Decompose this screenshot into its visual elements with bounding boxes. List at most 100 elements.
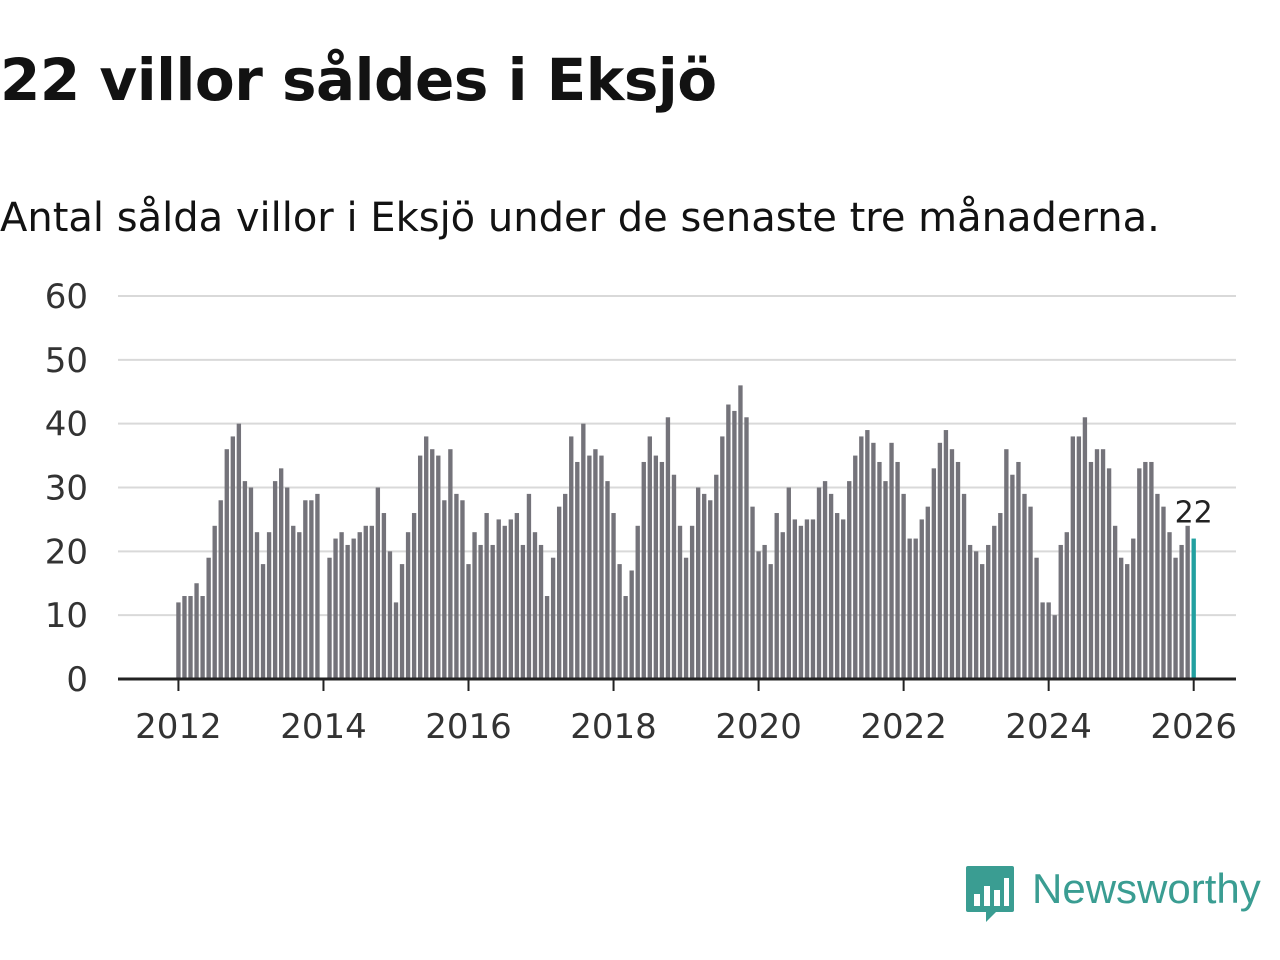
bar [816,487,822,679]
bar [1076,436,1082,679]
bar [466,564,471,679]
bar [744,417,749,679]
bar [242,481,248,679]
bar [1046,602,1051,679]
bar [387,551,393,679]
bar [986,544,991,679]
bar [714,474,719,679]
bar [1119,557,1124,679]
newsworthy-brand: Newsworthy [964,864,1280,928]
data-labels: 22 [1172,493,1216,534]
bar [1094,449,1100,679]
brand-name: Newsworthy [1032,865,1261,912]
bar [303,500,308,679]
bar [919,519,924,679]
bar [792,519,798,679]
page-title: 22 villor såldes i Eksjö [0,46,717,114]
bar [393,602,399,679]
bar [1173,557,1178,679]
y-tick-label: 10 [45,596,88,636]
bar [544,596,550,679]
bar [1167,532,1172,679]
bar [635,525,640,679]
bars [176,385,1196,679]
bar [786,487,791,679]
x-tick-label: 2014 [280,707,367,747]
bar [810,519,816,679]
y-tick-label: 0 [66,660,88,700]
bar [1143,461,1148,679]
x-tick-label: 2022 [860,707,947,747]
bar [448,449,453,679]
bar [1185,525,1190,679]
bar [689,525,695,679]
bar [671,474,677,679]
bar [587,455,592,679]
x-tick-label: 2018 [570,707,657,747]
bar [659,461,665,679]
bar [955,461,961,679]
newsworthy-logo-icon [966,866,1014,922]
bar [1022,493,1027,679]
y-tick-label: 30 [45,469,88,509]
bar [460,500,465,679]
bar [550,557,556,679]
bar [895,461,900,679]
bar [768,564,773,679]
bar [520,544,526,679]
bar-highlight [1191,538,1196,679]
bar [774,513,779,679]
bar [333,538,338,679]
bar [430,449,435,679]
y-tick-label: 50 [45,341,88,381]
bar [967,544,973,679]
bar [514,513,520,679]
bar [194,583,199,679]
bar [677,525,683,679]
bar [1161,506,1166,679]
bar [762,544,767,679]
x-tick-label: 2020 [715,707,802,747]
bar [490,544,495,679]
bar [1034,557,1039,679]
bar [780,532,785,679]
bar [973,551,979,679]
bar [369,525,374,679]
bar [569,436,574,679]
bar [877,461,882,679]
bar [756,551,761,679]
y-tick-label: 40 [45,405,88,445]
bar [1179,544,1184,679]
bar [901,493,906,679]
bar [218,500,223,679]
bar [502,525,507,679]
bar [436,455,441,679]
bar [980,564,985,679]
bar [1137,468,1142,679]
bar [405,532,411,679]
bar [272,481,278,679]
bar [212,525,217,679]
bar [943,430,949,679]
bar [593,449,598,679]
bar [1004,449,1009,679]
bar [526,493,532,679]
bar [702,493,707,679]
bar [375,487,381,679]
bar [508,519,513,679]
bar [1088,461,1094,679]
bar [424,436,429,679]
bar [623,596,628,679]
bar [345,544,350,679]
x-tick-label: 2012 [135,707,222,747]
data-label: 22 [1175,496,1213,531]
bar [859,436,864,679]
bar [417,455,423,679]
bar [1052,615,1057,679]
bar [224,449,229,679]
bar [889,442,894,679]
bar [1040,602,1045,679]
x-tick-label: 2016 [425,707,512,747]
bar [907,538,912,679]
bar [581,423,586,679]
